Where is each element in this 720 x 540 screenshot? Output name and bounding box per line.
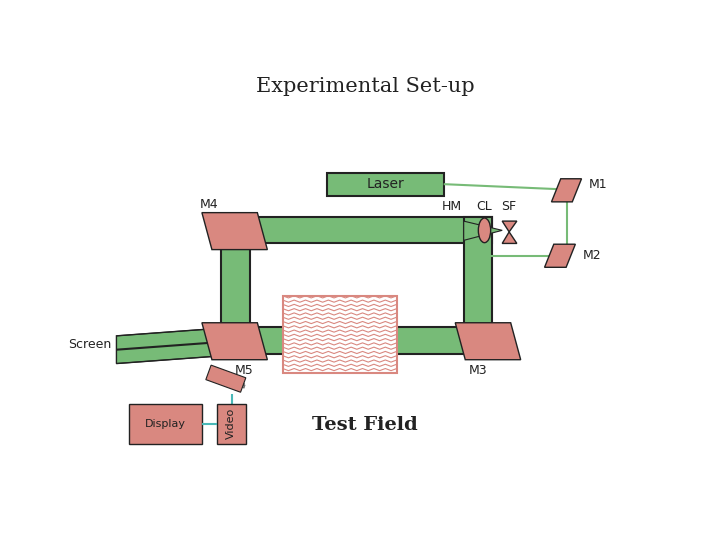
Text: Laser: Laser [366,177,404,191]
Text: M2: M2 [583,249,602,262]
Polygon shape [544,244,575,267]
Text: Camera: Camera [211,370,247,391]
Polygon shape [221,327,492,354]
Text: CL: CL [477,200,492,213]
Text: Test Field: Test Field [312,416,418,434]
Text: M5: M5 [234,363,253,376]
Text: SF: SF [502,200,517,213]
Text: M3: M3 [469,363,487,376]
Polygon shape [202,213,267,249]
Polygon shape [202,323,267,360]
Text: M1: M1 [588,178,607,191]
Bar [206,365,246,392]
Polygon shape [464,221,503,240]
Bar [283,296,397,373]
Bar [129,403,202,444]
Polygon shape [221,217,250,354]
Polygon shape [503,221,517,232]
Text: M4: M4 [200,198,219,211]
Polygon shape [503,232,517,244]
Text: HM: HM [441,200,462,213]
Ellipse shape [478,218,490,242]
Bar [327,173,444,195]
Polygon shape [221,217,492,244]
Text: Video: Video [226,408,236,439]
Text: Display: Display [145,418,186,429]
Polygon shape [117,328,221,363]
Polygon shape [552,179,582,202]
Text: Experimental Set-up: Experimental Set-up [256,77,474,96]
Polygon shape [464,217,492,354]
Text: Screen: Screen [68,338,111,351]
Bar [217,403,246,444]
Polygon shape [455,323,521,360]
